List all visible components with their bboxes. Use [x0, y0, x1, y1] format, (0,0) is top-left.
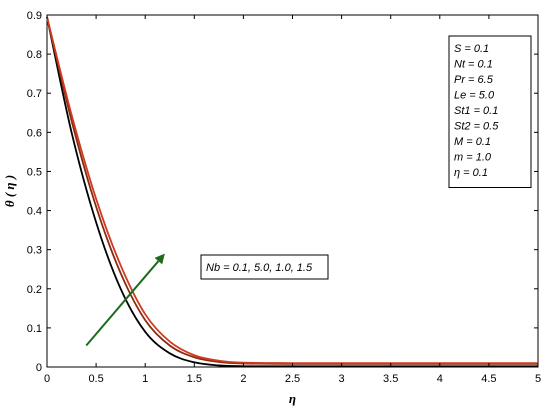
x-tick-label: 4: [437, 373, 443, 385]
y-axis-label: θ ( η ): [2, 175, 17, 207]
x-tick-label: 1.5: [187, 373, 202, 385]
parameter-line: Pr = 6.5: [454, 74, 494, 86]
y-tick-label: 0.7: [27, 88, 42, 100]
parameter-line: m = 1.0: [454, 152, 492, 164]
parameter-line: Le = 5.0: [454, 90, 495, 102]
annotation-box: [200, 254, 329, 280]
series-line-1: [46, 16, 538, 368]
x-axis-ticks: 0 0.5 1 1.5 2 2.5 3 3.5 4 4.5 5: [44, 15, 541, 385]
y-tick-label: 0.6: [27, 127, 42, 139]
parameter-line: η = 0.1: [454, 167, 488, 179]
y-tick-label: 0.8: [27, 49, 42, 61]
parameter-line: M = 0.1: [454, 136, 491, 148]
y-tick-label: 0.5: [27, 166, 42, 178]
y-tick-label: 0.9: [27, 10, 42, 22]
trend-arrow: [85, 260, 160, 347]
x-tick-label: 0: [44, 373, 50, 385]
y-tick-label: 0.3: [27, 245, 42, 257]
x-axis-label: η: [289, 391, 296, 406]
y-tick-label: 0.2: [27, 284, 42, 296]
parameter-line: St2 = 0.5: [454, 121, 499, 133]
x-tick-label: 3: [339, 373, 345, 385]
parameter-line: Nt = 0.1: [454, 59, 493, 71]
y-tick-label: 0.1: [27, 323, 42, 335]
x-tick-label: 4.5: [481, 373, 496, 385]
x-tick-label: 2.5: [285, 373, 300, 385]
parameter-box-frame: [448, 35, 532, 188]
x-tick-label: 2: [240, 373, 246, 385]
y-axis-ticks: 0 0.1 0.2 0.3 0.4 0.5 0.6 0.7 0.8 0.9: [27, 10, 538, 374]
annotation: Nb = 0.1, 5.0, 1.0, 1.5: [85, 253, 329, 347]
series-group: [46, 16, 538, 368]
x-tick-label: 3.5: [383, 373, 398, 385]
plot-area: 0 0.5 1 1.5 2 2.5 3 3.5 4 4.5 5 0 0.1 0.2 0.3 0.4 0.5 0.…: [27, 10, 541, 385]
x-tick-label: 1: [142, 373, 148, 385]
annotation-text: Nb = 0.1, 5.0, 1.0, 1.5: [206, 262, 313, 274]
y-tick-label: 0.4: [27, 206, 42, 218]
x-tick-label: 5: [535, 373, 541, 385]
parameter-line: S = 0.1: [454, 43, 489, 55]
series-line-3: [46, 16, 538, 365]
trend-arrow-head: [154, 253, 165, 265]
y-tick-label: 0: [36, 362, 42, 374]
parameter-line: St1 = 0.1: [454, 105, 498, 117]
x-tick-label: 0.5: [88, 373, 103, 385]
parameter-box: S = 0.1 Nt = 0.1 Pr = 6.5 Le = 5.0 St1 = 0.1…: [448, 35, 532, 188]
